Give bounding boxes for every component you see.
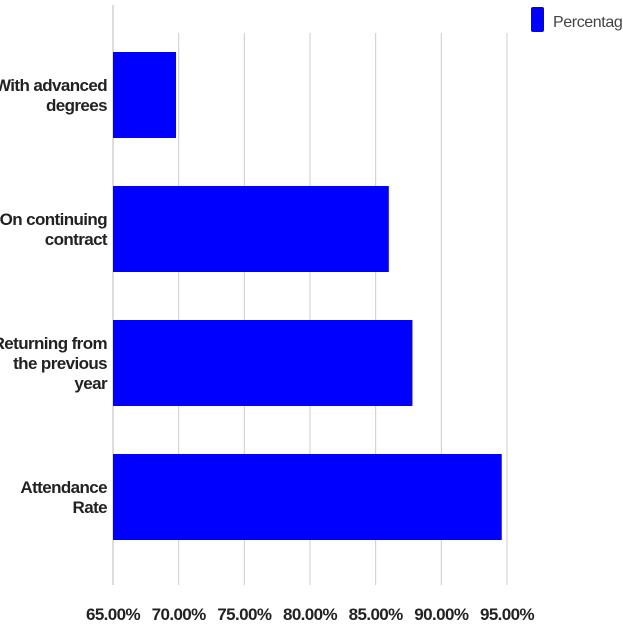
x-tick-label: 90.00% bbox=[414, 605, 469, 624]
category-label: On continuing contract bbox=[0, 210, 108, 249]
category-label: Attendance Rate bbox=[20, 478, 107, 517]
bar bbox=[113, 186, 389, 272]
bars bbox=[113, 52, 502, 540]
x-tick-label: 65.00% bbox=[86, 605, 141, 624]
legend-swatch bbox=[531, 7, 544, 32]
x-tick-label: 75.00% bbox=[217, 605, 272, 624]
bar bbox=[113, 320, 413, 406]
bar bbox=[113, 52, 177, 138]
x-tick-label: 95.00% bbox=[480, 605, 535, 624]
x-tick-label: 70.00% bbox=[152, 605, 207, 624]
legend-label: Percentage bbox=[553, 14, 623, 31]
x-tick-label: 85.00% bbox=[349, 605, 404, 624]
category-labels: With advanced degrees On continuing contrac… bbox=[0, 76, 109, 517]
category-label: With advanced degrees bbox=[0, 76, 107, 115]
bar bbox=[113, 454, 502, 540]
x-tick-label: 80.00% bbox=[283, 605, 338, 624]
legend: Percentage bbox=[531, 7, 623, 32]
gridlines bbox=[112, 5, 508, 585]
x-axis-tick-labels: 65.00% 70.00% 75.00% 80.00% 85.00% 90.00% 95.0… bbox=[86, 605, 535, 624]
category-label: Returning from the previous year bbox=[0, 334, 108, 393]
